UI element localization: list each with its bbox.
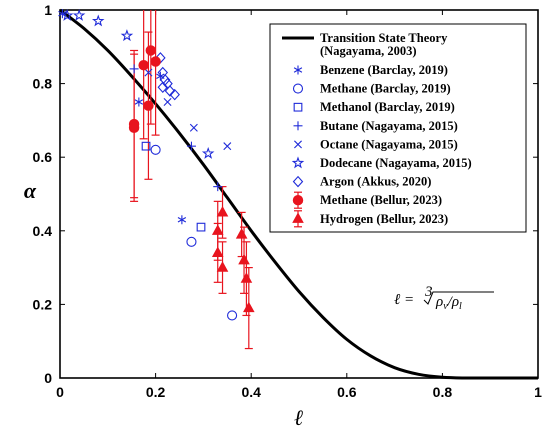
y-axis-label: α: [24, 178, 37, 203]
data-point-asterisk: [134, 97, 144, 107]
y-tick-label: 0.2: [33, 296, 53, 312]
data-point-star: [201, 146, 215, 159]
data-point-asterisk: [177, 215, 187, 225]
legend-label: Hydrogen (Bellur, 2023): [320, 212, 448, 226]
transition-state-theory-curve: [59, 8, 538, 380]
legend-label-curve: Transition State Theory: [320, 31, 448, 45]
data-point-cross: [189, 123, 198, 132]
data-point-filled-circle: [128, 122, 140, 133]
legend-swatch-cross: [294, 140, 302, 149]
legend-label: Dodecane (Nagayama, 2015): [320, 156, 472, 170]
legend-label: Octane (Nagayama, 2015): [320, 137, 458, 151]
x-tick-label: 0.2: [146, 384, 166, 400]
legend-swatch-square: [293, 102, 303, 112]
error-bar: [139, 10, 148, 140]
formula-annotation: ℓ = 3 ρv/ρl: [394, 284, 494, 312]
data-point-star: [91, 14, 105, 27]
data-point-filled-triangle: [211, 224, 224, 235]
data-point-cross: [163, 98, 172, 106]
data-point-filled-circle: [138, 59, 149, 71]
y-tick-label: 1: [44, 2, 52, 18]
data-point-filled-triangle: [243, 301, 255, 313]
data-point-plus: [186, 141, 196, 151]
formula-cube-index: 3: [424, 284, 433, 300]
y-tick-label: 0.8: [33, 76, 53, 92]
data-point-filled-triangle: [216, 205, 229, 217]
y-tick-label: 0.4: [33, 223, 53, 239]
axis-ticks: 0 0.2 0.4 0.6 0.8 1 0 0.2 0.4 0.6 0.8 1: [33, 2, 543, 400]
x-tick-label: 1: [534, 384, 542, 400]
data-point-filled-triangle: [211, 246, 224, 257]
x-tick-label: 0.6: [337, 384, 357, 400]
y-tick-label: 0: [44, 370, 52, 386]
x-axis-label: ℓ: [294, 405, 303, 430]
data-point-filled-circle: [145, 45, 157, 56]
formula-radical: [423, 291, 494, 305]
x-tick-label: 0: [56, 384, 64, 400]
data-point-cross: [223, 142, 232, 151]
legend-label: Benzene (Barclay, 2019): [320, 63, 448, 77]
legend-label: Argon (Akkus, 2020): [320, 175, 431, 189]
legend-swatch-diamond: [292, 175, 304, 188]
legend-label: Methane (Bellur, 2023): [320, 193, 442, 207]
formula-rho-ratio: ρv/ρl: [435, 294, 462, 312]
legend-swatch-star: [291, 156, 305, 169]
data-point-cross: [144, 68, 153, 77]
data-point-diamond: [169, 88, 180, 101]
data-point-circle: [186, 236, 197, 247]
data-point-star: [60, 8, 74, 21]
legend-box: [269, 23, 527, 233]
legend-swatch-circle: [292, 83, 304, 94]
data-point-circle: [227, 310, 238, 321]
data-point-star: [120, 29, 134, 42]
legend-swatch-filled-circle: [292, 194, 304, 206]
error-bar: [151, 10, 160, 136]
y-tick-label: 0.6: [33, 149, 53, 165]
x-tick-label: 0.4: [241, 384, 261, 400]
formula-l: ℓ =: [394, 292, 414, 308]
data-point-plus: [213, 182, 223, 192]
data-point-square: [141, 141, 151, 151]
legend-label-curve-line2: (Nagayama, 2003): [320, 44, 417, 58]
data-point-filled-triangle: [240, 272, 253, 283]
legend-label: Methanol (Barclay, 2019): [320, 100, 455, 114]
data-point-diamond: [164, 85, 176, 97]
data-point-circle: [150, 144, 161, 155]
data-point-filled-triangle: [216, 261, 229, 272]
data-point-square: [196, 222, 206, 232]
data-point-filled-circle: [143, 100, 154, 111]
legend-label: Methane (Barclay, 2019): [320, 82, 451, 96]
marker-layer: [58, 8, 255, 321]
data-point-filled-triangle: [235, 228, 248, 239]
data-point-star: [72, 8, 86, 21]
data-point-filled-circle: [150, 56, 161, 67]
data-point-plus: [129, 64, 139, 74]
legend-swatch-filled-triangle: [292, 212, 304, 223]
legend-swatch-plus: [293, 121, 303, 131]
curve-layer: [59, 8, 538, 380]
legend-items: Transition State Theory(Nagayama, 2003) B…: [282, 31, 472, 228]
data-point-filled-triangle: [238, 253, 250, 265]
legend-swatch-asterisk: [293, 65, 303, 75]
x-tick-label: 0.8: [433, 384, 453, 400]
legend: Transition State Theory(Nagayama, 2003) B…: [269, 23, 527, 233]
legend-label: Butane (Nagayama, 2015): [320, 119, 458, 133]
data-point-diamond: [157, 81, 169, 94]
